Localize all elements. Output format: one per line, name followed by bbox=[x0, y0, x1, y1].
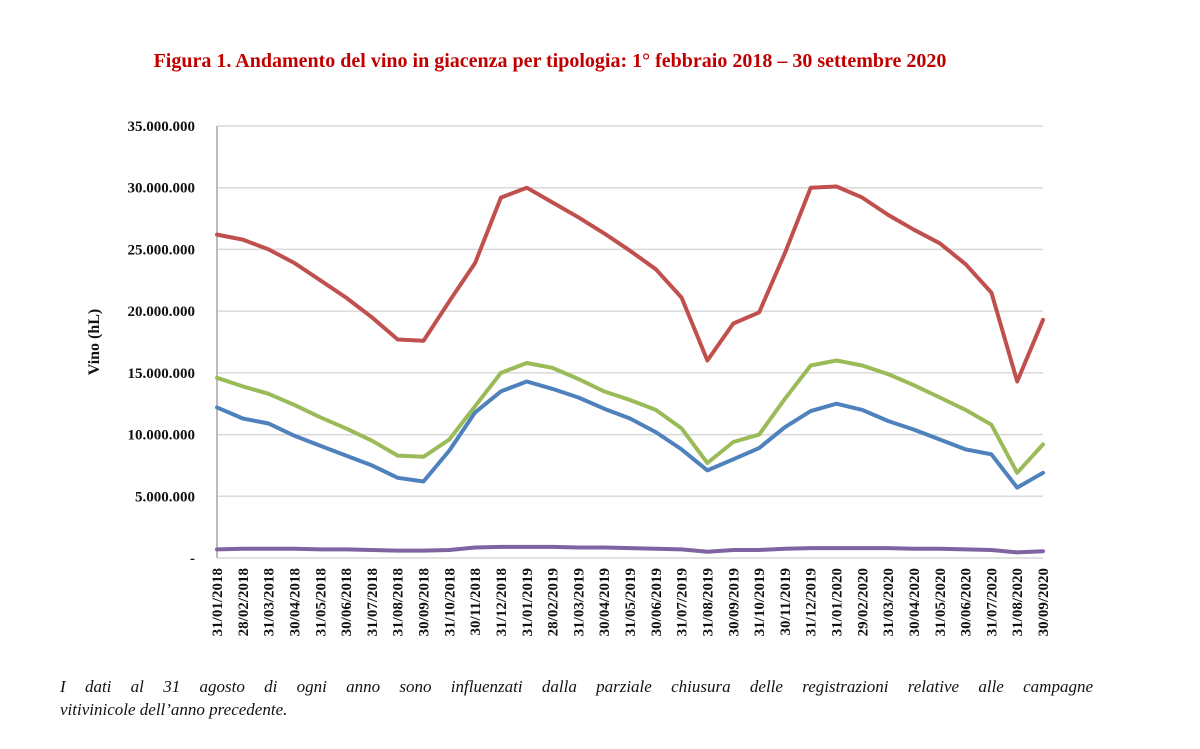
x-tick-label: 31/03/2020 bbox=[881, 568, 897, 636]
series-lines bbox=[215, 184, 1045, 555]
footnote-line-2: vitivinicole dell’anno precedente. bbox=[60, 700, 288, 719]
x-tick-label: 31/03/2018 bbox=[262, 568, 278, 636]
x-tick-label: 31/07/2018 bbox=[365, 568, 381, 636]
y-axis-label: Vino (hL) bbox=[86, 309, 103, 376]
x-tick-label: 30/06/2018 bbox=[339, 568, 355, 636]
x-tick-label: 31/07/2019 bbox=[675, 568, 691, 636]
x-tick-label: 31/08/2019 bbox=[700, 568, 716, 636]
x-tick-label: 31/01/2018 bbox=[210, 568, 226, 636]
line-chart: - 5.000.000 10.000.000 15.000.000 20.000.000… bbox=[86, 119, 1052, 636]
x-tick-label: 30/04/2018 bbox=[287, 568, 303, 636]
y-tick-label: 30.000.000 bbox=[128, 181, 196, 197]
x-tick-label: 30/09/2018 bbox=[417, 568, 433, 636]
x-tick-label: 31/07/2020 bbox=[984, 568, 1000, 636]
x-tick-label: 31/08/2018 bbox=[391, 568, 407, 636]
x-tick-label: 30/11/2019 bbox=[778, 568, 794, 636]
footnote-line-1: I dati al 31 agosto di ogni anno sono in… bbox=[60, 677, 1093, 696]
x-tick-label: 31/01/2020 bbox=[830, 568, 846, 636]
x-tick-label: 31/12/2018 bbox=[494, 568, 510, 636]
x-tick-label: 31/05/2020 bbox=[933, 568, 949, 636]
x-tick-label: 30/09/2020 bbox=[1036, 568, 1052, 636]
x-tick-label: 31/05/2019 bbox=[623, 568, 639, 636]
y-tick-label: 20.000.000 bbox=[128, 304, 196, 320]
x-tick-label: 31/10/2019 bbox=[752, 568, 768, 636]
x-tick-label: 31/05/2018 bbox=[313, 568, 329, 636]
x-tick-label: 31/10/2018 bbox=[442, 568, 458, 636]
x-tick-label: 31/08/2020 bbox=[1010, 568, 1026, 636]
x-tick-label: 31/01/2019 bbox=[520, 568, 536, 636]
x-tick-label: 30/09/2019 bbox=[726, 568, 742, 636]
x-tick-label: 31/03/2019 bbox=[571, 568, 587, 636]
y-tick-label: 15.000.000 bbox=[128, 366, 196, 382]
x-tick-label: 28/02/2019 bbox=[546, 568, 562, 636]
y-tick-label: 10.000.000 bbox=[128, 428, 196, 444]
x-tick-label: 29/02/2020 bbox=[855, 568, 871, 636]
x-tick-label: 31/12/2019 bbox=[804, 568, 820, 636]
series-line-0 bbox=[215, 184, 1045, 384]
x-tick-labels: 31/01/2018 28/02/2018 31/03/2018 30/04/2018… bbox=[210, 568, 1052, 636]
y-tick-label: 35.000.000 bbox=[128, 119, 196, 135]
series-line-3 bbox=[215, 544, 1045, 555]
x-tick-label: 30/11/2018 bbox=[468, 568, 484, 636]
x-tick-label: 30/04/2019 bbox=[597, 568, 613, 636]
y-tick-label: - bbox=[190, 551, 195, 567]
y-tick-label: 25.000.000 bbox=[128, 242, 196, 258]
series-line-1 bbox=[215, 358, 1045, 475]
x-tick-label: 30/06/2020 bbox=[959, 568, 975, 636]
y-tick-labels: - 5.000.000 10.000.000 15.000.000 20.000.000… bbox=[128, 119, 196, 567]
gridlines bbox=[217, 125, 1043, 559]
x-tick-label: 30/06/2019 bbox=[649, 568, 665, 636]
series-line-2 bbox=[215, 379, 1045, 490]
x-tick-label: 28/02/2018 bbox=[236, 568, 252, 636]
figure-title: Figura 1. Andamento del vino in giacenza… bbox=[153, 50, 947, 72]
x-tick-label: 30/04/2020 bbox=[907, 568, 923, 636]
y-tick-label: 5.000.000 bbox=[135, 489, 195, 505]
